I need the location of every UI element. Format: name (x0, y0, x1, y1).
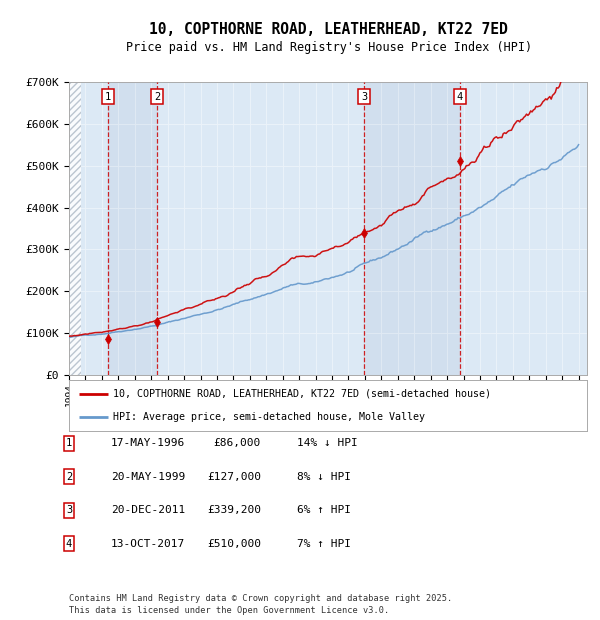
Text: 1: 1 (105, 92, 111, 102)
Text: Contains HM Land Registry data © Crown copyright and database right 2025.
This d: Contains HM Land Registry data © Crown c… (69, 594, 452, 615)
Bar (108, 82, 157, 375)
Text: HPI: Average price, semi-detached house, Mole Valley: HPI: Average price, semi-detached house,… (113, 412, 425, 422)
Text: £339,200: £339,200 (207, 505, 261, 515)
Text: 2: 2 (154, 92, 161, 102)
Text: 3: 3 (361, 92, 368, 102)
Bar (364, 82, 460, 375)
Text: 4: 4 (457, 92, 463, 102)
Text: 1: 1 (66, 438, 72, 448)
Text: 17-MAY-1996: 17-MAY-1996 (111, 438, 185, 448)
Text: 6% ↑ HPI: 6% ↑ HPI (297, 505, 351, 515)
Bar (460, 82, 587, 375)
Text: £510,000: £510,000 (207, 539, 261, 549)
Text: 10, COPTHORNE ROAD, LEATHERHEAD, KT22 7ED (semi-detached house): 10, COPTHORNE ROAD, LEATHERHEAD, KT22 7E… (113, 389, 491, 399)
Text: 14% ↓ HPI: 14% ↓ HPI (297, 438, 358, 448)
Text: 4: 4 (66, 539, 72, 549)
Text: 2: 2 (66, 472, 72, 482)
Text: £127,000: £127,000 (207, 472, 261, 482)
Text: 3: 3 (66, 505, 72, 515)
Text: 8% ↓ HPI: 8% ↓ HPI (297, 472, 351, 482)
Text: 20-MAY-1999: 20-MAY-1999 (111, 472, 185, 482)
Bar (69, 82, 80, 375)
Text: Price paid vs. HM Land Registry's House Price Index (HPI): Price paid vs. HM Land Registry's House … (126, 41, 532, 53)
Text: 20-DEC-2011: 20-DEC-2011 (111, 505, 185, 515)
Bar (157, 82, 364, 375)
Bar (69, 82, 108, 375)
Text: 7% ↑ HPI: 7% ↑ HPI (297, 539, 351, 549)
Text: 13-OCT-2017: 13-OCT-2017 (111, 539, 185, 549)
Text: 10, COPTHORNE ROAD, LEATHERHEAD, KT22 7ED: 10, COPTHORNE ROAD, LEATHERHEAD, KT22 7E… (149, 22, 508, 37)
Text: £86,000: £86,000 (214, 438, 261, 448)
